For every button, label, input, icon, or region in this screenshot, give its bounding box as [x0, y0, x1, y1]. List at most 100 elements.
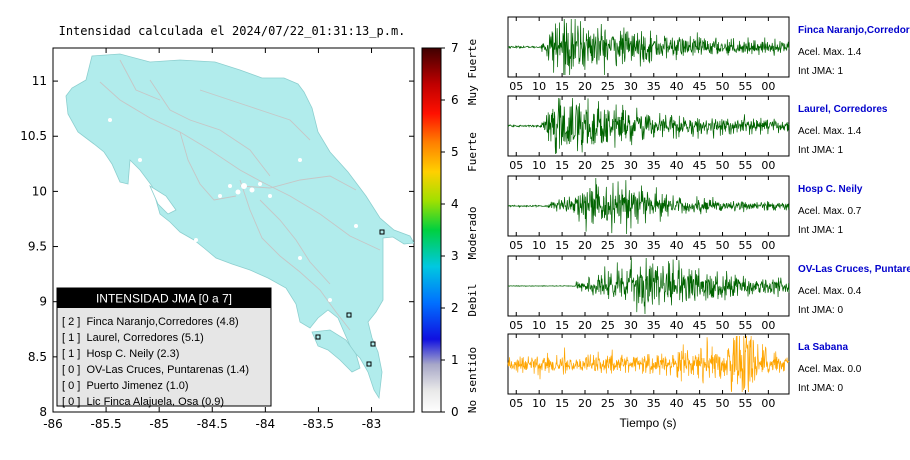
time-tick-label: 15	[555, 80, 569, 93]
time-tick-label: 15	[555, 397, 569, 410]
station-jma: Int JMA: 1	[798, 225, 843, 236]
time-tick-label: 15	[555, 159, 569, 172]
seismogram-panel: 05 10 15 20 25 30 35 40 45 50 55 00 Hosp C. Neily Ace…	[507, 175, 863, 252]
time-tick-label: 00	[761, 397, 775, 410]
legend-row: [ 0 ] Puerto Jimenez (1.0)	[62, 380, 189, 392]
time-tick-label: 30	[624, 80, 638, 93]
seismogram-trace	[507, 97, 790, 155]
time-tick-label: 30	[624, 397, 638, 410]
seismogram-trace	[507, 335, 790, 393]
time-tick-label: 30	[624, 319, 638, 332]
station-accel: Acel. Max. 0.7	[798, 206, 862, 217]
colorbar-tick-label: 3	[451, 249, 459, 263]
time-tick-label: 40	[670, 80, 684, 93]
time-tick-label: 00	[761, 159, 775, 172]
lon-tick-label: -84	[256, 417, 276, 431]
time-tick-label: 50	[716, 239, 730, 252]
colorbar-ticks: 0 1 2 3 4 5 6 7	[441, 41, 459, 419]
time-tick-label: 30	[624, 159, 638, 172]
colorbar-gradient	[421, 47, 442, 413]
lat-tick-label: 11	[32, 74, 47, 88]
seismogram-panel: 05 10 15 20 25 30 35 40 45 50 55 00 La Sabana Acel. M…	[507, 333, 862, 410]
station-markers	[315, 229, 385, 367]
time-tick-label: 20	[578, 239, 592, 252]
seismogram-panels: 05 10 15 20 25 30 35 40 45 50 55 00 Finca Naranjo,Co…	[507, 16, 910, 410]
time-tick-label: 40	[670, 159, 684, 172]
time-tick-label: 20	[578, 159, 592, 172]
station-name: La Sabana	[798, 342, 848, 353]
time-axis-label: Tiempo (s)	[620, 416, 677, 430]
colorbar-tick-label: 2	[451, 301, 459, 315]
colorbar-category-no-sentido: No sentido	[466, 347, 479, 413]
time-tick-label: 50	[716, 397, 730, 410]
time-tick-label: 15	[555, 319, 569, 332]
time-tick-label: 10	[532, 239, 546, 252]
station-name: OV-Las Cruces, Puntarenas	[798, 264, 910, 275]
time-tick-label: 10	[532, 397, 546, 410]
time-tick-label: 40	[670, 319, 684, 332]
legend-row: [ 0 ] Lic Finca Alajuela, Osa (0.9)	[62, 396, 224, 408]
map-title: Intensidad calculada el 2024/07/22_01:31…	[59, 24, 406, 38]
seismogram-trace	[507, 18, 790, 76]
lat-tick-label: 10	[32, 184, 47, 198]
time-tick-label: 00	[761, 239, 775, 252]
time-tick-label: 00	[761, 319, 775, 332]
station-jma: Int JMA: 0	[798, 383, 843, 394]
cities	[108, 118, 358, 302]
colorbar-tick-label: 7	[451, 41, 459, 55]
time-tick-label: 25	[601, 397, 615, 410]
seismogram-trace	[507, 257, 790, 315]
time-tick-label: 55	[738, 159, 752, 172]
time-tick-label: 50	[716, 159, 730, 172]
time-tick-label: 15	[555, 239, 569, 252]
time-tick-label: 35	[647, 397, 661, 410]
time-tick-label: 20	[578, 80, 592, 93]
time-tick-label: 30	[624, 239, 638, 252]
time-tick-label: 50	[716, 80, 730, 93]
time-tick-label: 45	[693, 159, 707, 172]
time-tick-label: 10	[532, 80, 546, 93]
legend-row: [ 1 ] Laurel, Corredores (5.1)	[62, 332, 204, 344]
colorbar-category-moderado: Moderado	[466, 207, 479, 260]
station-jma: Int JMA: 1	[798, 66, 843, 77]
colorbar-tick-label: 4	[451, 197, 459, 211]
longitude-axis: -86 -85.5 -85 -84.5 -84 -83.5 -83	[43, 48, 381, 431]
colorbar-category-debil: Debil	[466, 283, 479, 316]
time-tick-label: 05	[509, 80, 523, 93]
seismogram-trace	[507, 177, 790, 235]
legend-row: [ 1 ] Hosp C. Neily (2.3)	[62, 348, 179, 360]
time-tick-label: 10	[532, 319, 546, 332]
station-jma: Int JMA: 0	[798, 305, 843, 316]
time-tick-label: 55	[738, 319, 752, 332]
time-tick-label: 05	[509, 397, 523, 410]
colorbar-tick-label: 6	[451, 93, 459, 107]
time-tick-label: 35	[647, 159, 661, 172]
time-tick-label: 00	[761, 80, 775, 93]
seismogram-panel: 05 10 15 20 25 30 35 40 45 50 55 00 Laurel, Corredor…	[507, 95, 888, 172]
lon-tick-label: -85	[149, 417, 169, 431]
time-tick-label: 05	[509, 159, 523, 172]
lat-tick-label: 8	[39, 405, 47, 419]
legend-row: [ 0 ] OV-Las Cruces, Puntarenas (1.4)	[62, 364, 249, 376]
time-tick-label: 40	[670, 239, 684, 252]
time-tick-label: 25	[601, 159, 615, 172]
station-accel: Acel. Max. 0.4	[798, 286, 862, 297]
legend-header-bar	[57, 288, 271, 308]
lon-tick-label: -84.5	[197, 417, 228, 431]
colorbar-tick-label: 1	[451, 353, 459, 367]
roads	[99, 59, 381, 331]
lat-tick-label: 9.5	[28, 240, 47, 254]
station-accel: Acel. Max. 0.0	[798, 364, 862, 375]
colorbar-tick-label: 5	[451, 145, 459, 159]
time-tick-label: 25	[601, 80, 615, 93]
station-jma: Int JMA: 1	[798, 145, 843, 156]
station-name: Finca Naranjo,Corredores	[798, 25, 910, 36]
lon-tick-label: -83.5	[303, 417, 334, 431]
nicoya-gulf	[149, 184, 177, 215]
time-tick-label: 20	[578, 319, 592, 332]
time-tick-label: 35	[647, 80, 661, 93]
map-panel: -86 -85.5 -85 -84.5 -84 -83.5 -83 11 10.5 10 9.5 9…	[20, 47, 415, 431]
station-accel: Acel. Max. 1.4	[798, 126, 862, 137]
legend-title: INTENSIDAD JMA [0 a 7]	[96, 292, 232, 306]
lon-tick-label: -83	[362, 417, 382, 431]
